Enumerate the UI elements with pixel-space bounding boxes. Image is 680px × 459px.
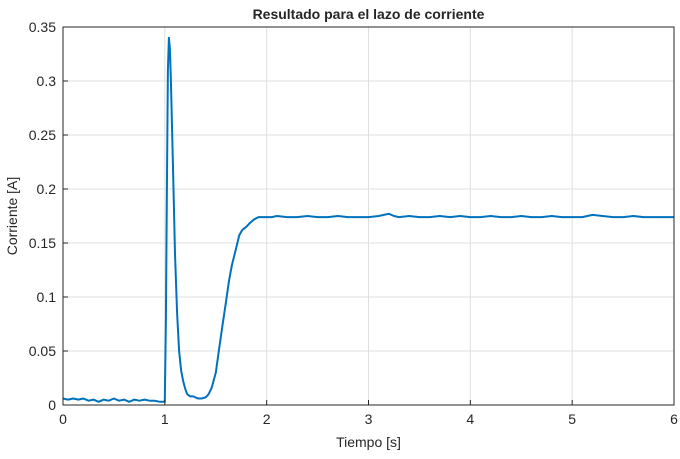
y-tick-label: 0 bbox=[48, 397, 56, 413]
x-tick-label: 1 bbox=[161, 411, 169, 427]
x-tick-label: 4 bbox=[466, 411, 474, 427]
x-tick-label: 6 bbox=[670, 411, 678, 427]
y-axis-label: Corriente [A] bbox=[4, 177, 20, 256]
x-tick-label: 3 bbox=[365, 411, 373, 427]
y-tick-label: 0.1 bbox=[37, 289, 57, 305]
y-tick-label: 0.05 bbox=[29, 343, 56, 359]
series-layer bbox=[62, 36, 674, 403]
x-tick-label: 2 bbox=[263, 411, 271, 427]
y-tick-label: 0.35 bbox=[29, 19, 56, 35]
y-tick-label: 0.2 bbox=[37, 181, 57, 197]
y-tick-label: 0.3 bbox=[37, 73, 57, 89]
y-tick-label: 0.25 bbox=[29, 127, 56, 143]
chart-title: Resultado para el lazo de corriente bbox=[253, 6, 485, 22]
x-tick-label: 0 bbox=[59, 411, 67, 427]
y-tick-label: 0.15 bbox=[29, 235, 56, 251]
x-axis-label: Tiempo [s] bbox=[336, 434, 401, 450]
ticks: 0 1 2 3 4 5 6 0 0.05 0.1 0.15 0.2 0.25 0.3 0.35 bbox=[29, 19, 678, 427]
series-line-0 bbox=[62, 36, 674, 403]
x-tick-label: 5 bbox=[568, 411, 576, 427]
